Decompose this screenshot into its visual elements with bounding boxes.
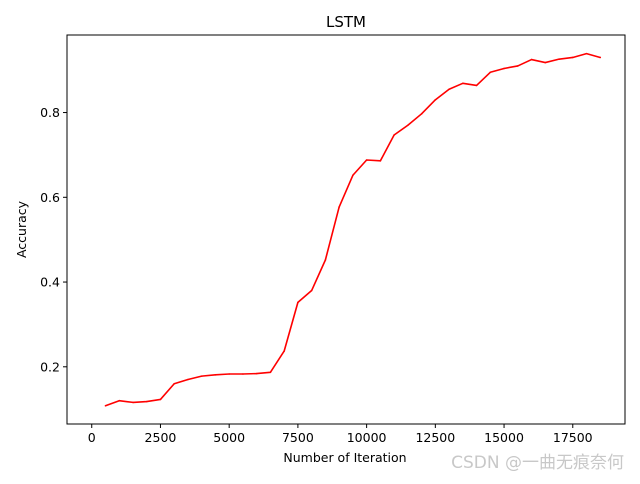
x-tick-label: 2500 bbox=[145, 430, 177, 445]
data-point bbox=[187, 378, 189, 381]
data-point bbox=[228, 373, 230, 375]
data-point bbox=[297, 301, 299, 304]
data-point bbox=[489, 71, 492, 74]
data-point bbox=[462, 82, 464, 85]
data-point bbox=[242, 373, 244, 375]
data-point bbox=[145, 400, 148, 403]
data-point bbox=[407, 124, 409, 127]
data-point bbox=[420, 113, 423, 115]
data-point bbox=[516, 65, 519, 67]
data-point bbox=[503, 67, 505, 70]
data-point bbox=[393, 134, 395, 136]
data-point bbox=[104, 404, 107, 407]
data-point bbox=[132, 401, 134, 404]
data-point bbox=[214, 374, 217, 376]
x-tick-label: 7500 bbox=[282, 430, 314, 445]
data-point bbox=[200, 375, 203, 377]
plot-frame bbox=[66, 34, 626, 425]
data-point bbox=[159, 398, 162, 401]
series-layer bbox=[104, 52, 602, 407]
y-tick-label: 0.8 bbox=[40, 105, 60, 120]
data-point bbox=[269, 371, 272, 374]
data-point bbox=[530, 58, 533, 61]
x-tick-label: 10000 bbox=[347, 430, 387, 445]
data-point bbox=[599, 56, 602, 59]
data-point bbox=[475, 84, 478, 87]
data-point bbox=[585, 52, 588, 55]
x-axis-ticks: 0 2500 5000 7500 10000 12500 15000 17500 bbox=[88, 424, 593, 445]
data-point bbox=[544, 61, 547, 64]
x-tick-label: 5000 bbox=[213, 430, 245, 445]
y-tick-label: 0.2 bbox=[40, 359, 60, 374]
y-axis-ticks: 0.2 0.4 0.6 0.8 bbox=[40, 105, 67, 374]
data-point bbox=[255, 372, 258, 375]
data-point bbox=[571, 56, 574, 59]
y-tick-label: 0.6 bbox=[40, 190, 60, 205]
data-point bbox=[324, 259, 327, 261]
data-point bbox=[173, 382, 176, 385]
data-point bbox=[365, 159, 368, 161]
data-point bbox=[283, 350, 285, 352]
y-tick-label: 0.4 bbox=[40, 275, 60, 290]
x-tick-label: 0 bbox=[88, 430, 96, 445]
data-point bbox=[118, 399, 121, 402]
x-tick-label: 17500 bbox=[553, 430, 593, 445]
data-point bbox=[338, 206, 340, 208]
x-tick-label: 12500 bbox=[415, 430, 455, 445]
data-point bbox=[352, 174, 354, 177]
x-tick-label: 15000 bbox=[484, 430, 524, 445]
watermark-text: CSDN @一曲无痕奈何 bbox=[451, 453, 624, 473]
y-axis-title: Accuracy bbox=[14, 200, 29, 258]
x-axis-title: Number of Iteration bbox=[283, 450, 406, 465]
chart-title: LSTM bbox=[326, 13, 366, 31]
data-point bbox=[558, 58, 560, 60]
data-point bbox=[448, 88, 450, 91]
data-point bbox=[310, 289, 313, 292]
data-point bbox=[379, 160, 382, 162]
data-point bbox=[434, 99, 437, 101]
